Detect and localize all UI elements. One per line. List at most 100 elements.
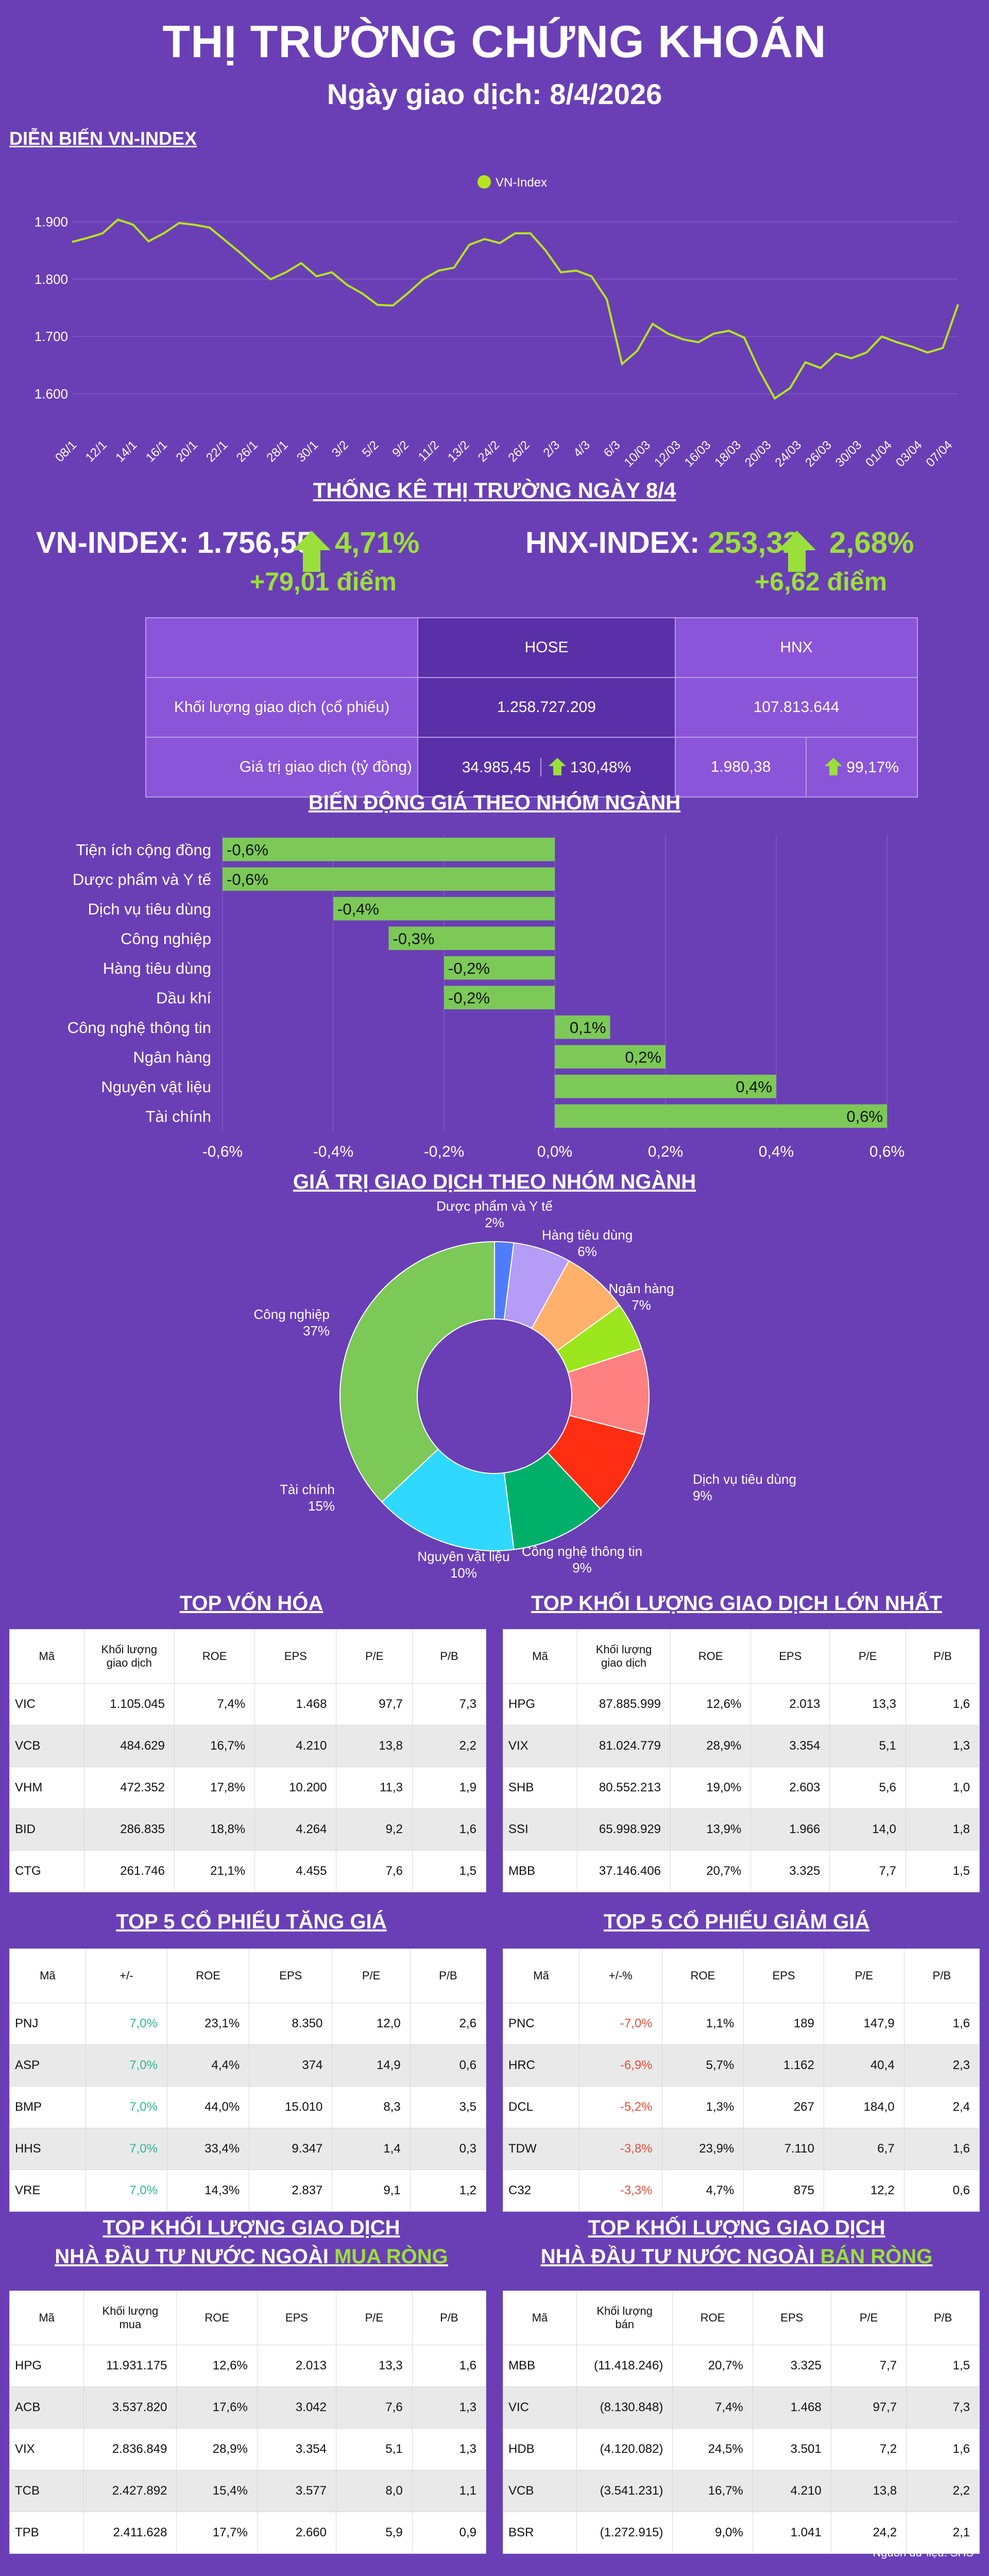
x-tick-label: 3/2: [329, 438, 351, 460]
table-cell: 1,1%: [661, 2003, 744, 2045]
table-cell: 7,7: [829, 1850, 906, 1892]
sector-bar: [444, 986, 555, 1009]
x-tick-label: 07/04: [924, 438, 956, 470]
table-cell: (1.272.915): [576, 2512, 673, 2554]
table-cell: 19,0%: [670, 1767, 752, 1809]
table-cell: 18,8%: [174, 1808, 255, 1851]
table-header-cell: EPS: [257, 2291, 336, 2345]
x-tick-label: 01/04: [863, 438, 895, 470]
table-header-cell: Mã: [502, 2291, 577, 2345]
table-cell: 875: [743, 2170, 824, 2212]
table-row: PNJ 7,0% 23,1% 8.350 12,0 2,6: [9, 2003, 487, 2045]
slice-pct-label: 9%: [693, 1488, 712, 1503]
table-cell: 0,3: [410, 2128, 487, 2170]
table-cell: 80.552.213: [577, 1767, 671, 1809]
table-cell: 0,6: [410, 2044, 487, 2087]
table-cell: 2,2: [412, 1725, 486, 1767]
table-cell: 7,6: [335, 2386, 413, 2429]
legend-marker: [478, 175, 491, 189]
table-cell: 8.350: [249, 2003, 333, 2045]
table-cell: 2.837: [249, 2170, 333, 2212]
table-header-cell: ROE: [672, 2291, 753, 2345]
table-cell: 24,5%: [672, 2428, 753, 2470]
y-tick-label: 1.700: [35, 329, 68, 344]
slice-name-label: Dược phẩm và Y tế: [436, 1198, 553, 1214]
sector-bar: [555, 1015, 610, 1039]
table-header-cell: P/E: [830, 2291, 907, 2345]
table-cell: 11,3: [336, 1767, 413, 1809]
table-row: MBB (11.418.246) 20,7% 3.325 7,7 1,5: [502, 2345, 980, 2387]
x-tick-label: -0,6%: [202, 1143, 243, 1159]
sector-label: Tiện ích cộng đồng: [76, 841, 211, 859]
table-cell: 28,9%: [670, 1725, 752, 1767]
vn-index-pct: 4,71%: [335, 526, 420, 560]
table-cell: 17,6%: [176, 2386, 258, 2429]
sector-bar: [223, 867, 555, 891]
x-tick-label: 20/1: [174, 438, 200, 465]
table-cell: HPG: [9, 2345, 84, 2387]
table-cell: 2.660: [257, 2512, 336, 2554]
table-row: VIX 81.024.779 28,9% 3.354 5,1 1,3: [502, 1725, 980, 1767]
table-cell: HDB: [502, 2428, 577, 2470]
table-cell: 8,3: [332, 2086, 411, 2128]
x-tick-label: 11/2: [416, 438, 442, 464]
stats-header-hose: HOSE: [417, 617, 676, 678]
x-tick-label: 28/1: [264, 438, 291, 465]
table-cell: 13,3: [829, 1683, 906, 1725]
table-cell: MBB: [502, 2345, 577, 2387]
sector-value-label: 0,2%: [625, 1048, 661, 1066]
table-cell: 1,6: [903, 2128, 980, 2170]
table-cell: 24,2: [830, 2512, 907, 2554]
x-tick-label: 5/2: [360, 438, 382, 460]
top-cap-table: Mã Khối lượng giao dịch ROE EPS P/E P/B VIC 1.1…: [9, 1629, 486, 1892]
table-row: DCL -5,2% 1,3% 267 184,0 2,4: [502, 2086, 980, 2128]
table-header-cell: EPS: [249, 1948, 333, 2003]
table-cell: 1,1: [412, 2470, 487, 2512]
table-header-row: Mã Khối lượng giao dịch ROE EPS P/E P/B: [502, 1629, 980, 1684]
sector-value-label: -0,4%: [337, 900, 379, 918]
table-header-cell: Khối lượng giao dịch: [83, 1629, 175, 1684]
table-cell: C32: [502, 2170, 580, 2212]
foreign-sell-table-wrap: Mã Khối lượng bán ROE EPS P/E P/B MBB (11.418.2…: [502, 2291, 980, 2554]
table-row: VCB (3.541.231) 16,7% 4.210 13,8 2,2: [502, 2470, 980, 2512]
table-cell: 15.010: [249, 2086, 333, 2128]
table-cell: 2,2: [906, 2470, 980, 2512]
x-tick-label: 0,6%: [869, 1143, 905, 1159]
table-row: ASP 7,0% 4,4% 374 14,9 0,6: [9, 2044, 487, 2087]
table-cell: PNJ: [9, 2003, 86, 2045]
table-header-cell: Mã: [9, 1629, 84, 1684]
sector-label: Dược phẩm và Y tế: [73, 870, 211, 888]
table-header-cell: Khối lượng mua: [83, 2291, 177, 2345]
table-cell: 1,6: [905, 1683, 980, 1725]
hnx-index-up-arrow-icon: [778, 531, 816, 572]
table-cell: 5,1: [829, 1725, 906, 1767]
table-header-cell: Mã: [502, 1948, 580, 2003]
table-row: BSR (1.272.915) 9,0% 1.041 24,2 2,1: [502, 2512, 980, 2554]
table-cell: 7,0%: [85, 2044, 167, 2087]
table-cell: 484.629: [83, 1725, 175, 1767]
table-header-row: Mã Khối lượng bán ROE EPS P/E P/B: [502, 2291, 980, 2345]
table-cell: 1,5: [905, 1850, 980, 1892]
table-cell: 44,0%: [166, 2086, 250, 2128]
table-cell: 4.455: [254, 1850, 337, 1892]
table-row: PNC -7,0% 1,1% 189 147,9 1,6: [502, 2003, 980, 2045]
table-cell: 21,1%: [174, 1850, 255, 1892]
table-row: MBB 37.146.406 20,7% 3.325 7,7 1,5: [502, 1850, 980, 1892]
table-header-cell: P/E: [336, 1629, 413, 1684]
hnx-index-pct: 2,68%: [829, 526, 914, 560]
stats-row1-hnx: 107.813.644: [675, 677, 918, 738]
table-header-cell: ROE: [661, 1948, 744, 2003]
table-cell: SHB: [502, 1767, 578, 1809]
table-cell: 13,3: [335, 2345, 413, 2387]
table-cell: 7,2: [830, 2428, 907, 2470]
x-tick-label: 30/1: [294, 438, 321, 465]
x-tick-label: 18/03: [712, 438, 744, 470]
sector-bar: [223, 838, 555, 861]
table-cell: 2.836.849: [83, 2428, 177, 2470]
table-row: VIX 2.836.849 28,9% 3.354 5,1 1,3: [9, 2428, 487, 2470]
table-cell: 1,4: [332, 2128, 411, 2170]
table-cell: 9,0%: [672, 2512, 753, 2554]
table-row: HDB (4.120.082) 24,5% 3.501 7,2 1,6: [502, 2428, 980, 2470]
table-cell: 7,3: [412, 1683, 486, 1725]
source-note: Nguồn dữ liệu: SHS: [873, 2546, 974, 2559]
